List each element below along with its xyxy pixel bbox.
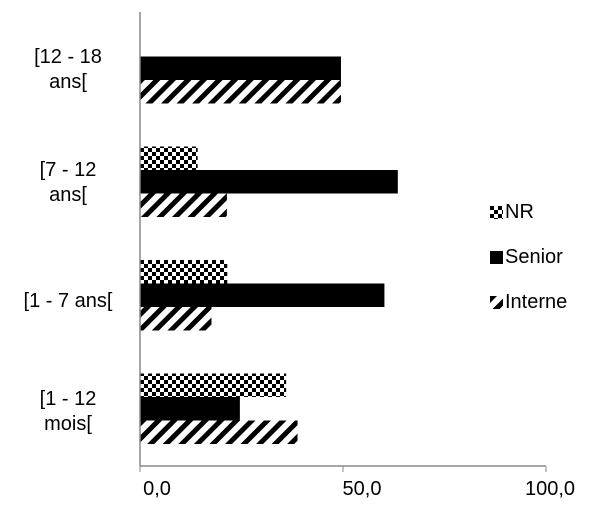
- bar-interne: [140, 307, 212, 331]
- bar-nr: [140, 373, 287, 397]
- category-label: [1 - 7 ans[: [23, 290, 113, 312]
- bar-nr: [140, 146, 198, 170]
- bar-senior: [140, 56, 341, 80]
- category-label: [12 - 18 ans[: [34, 46, 102, 93]
- bars-layer: [140, 56, 398, 444]
- legend-label: Interne: [505, 291, 568, 313]
- bar-senior: [140, 170, 398, 194]
- bar-interne: [140, 80, 341, 104]
- category-label: [1 - 12 mois[: [39, 388, 97, 435]
- x-tick-label: 50,0: [342, 478, 382, 500]
- legend-item-interne: Interne: [490, 290, 567, 314]
- bar-senior: [140, 397, 240, 421]
- checker-pattern-icon: [490, 206, 503, 219]
- legend-item-senior: Senior: [490, 245, 563, 269]
- legend-label: NR: [505, 201, 534, 223]
- bar-interne: [140, 420, 298, 444]
- solid-square-icon: [490, 251, 503, 264]
- bar-senior: [140, 283, 385, 307]
- category-label: [7 - 12 ans[: [39, 159, 97, 206]
- x-tick-label: 100,0: [524, 478, 576, 500]
- legend-item-nr: NR: [490, 200, 534, 224]
- diagonal-pattern-icon: [490, 296, 503, 309]
- ticks-layer: [139, 466, 547, 472]
- legend-label: Senior: [505, 246, 563, 268]
- x-tick-label: 0,0: [143, 478, 171, 500]
- bar-nr: [140, 260, 228, 284]
- bar-interne: [140, 193, 227, 217]
